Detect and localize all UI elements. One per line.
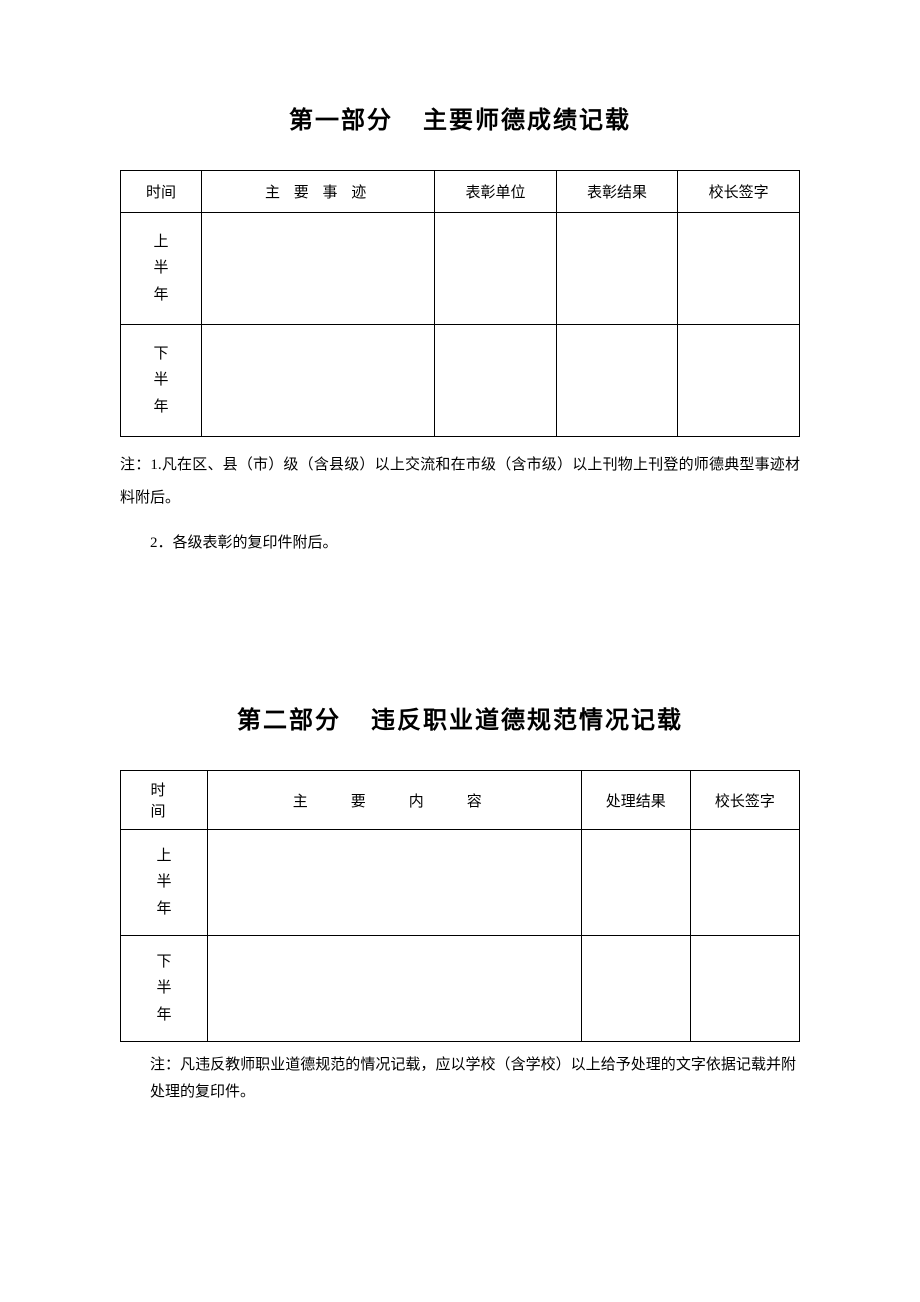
table2-header-content: 主 要 内 容 (207, 771, 581, 830)
table1-row1-time: 上半年 (121, 213, 202, 325)
table1-row2-sign (678, 325, 800, 437)
table1-header-time: 时间 (121, 171, 202, 213)
table2-header-row: 时 间 主 要 内 容 处理结果 校长签字 (121, 771, 800, 830)
section1-title-a: 第一部分 (289, 108, 393, 134)
section1-title: 第一部分 主要师德成绩记载 (120, 100, 800, 135)
section2-note: 注：凡违反教师职业道德规范的情况记载，应以学校（含学校）以上给予处理的文字依据记… (120, 1052, 800, 1106)
table2-row1-content (207, 830, 581, 936)
section1-note2: 2．各级表彰的复印件附后。 (120, 527, 800, 560)
table1-header-result: 表彰结果 (556, 171, 678, 213)
table1: 时间 主 要 事 迹 表彰单位 表彰结果 校长签字 上半年 下半年 (120, 170, 800, 437)
table1-row2-time-text: 下半年 (154, 346, 169, 415)
table2-row1-time: 上半年 (121, 830, 208, 936)
table2-row2-result (581, 936, 690, 1042)
table2-row2: 下半年 (121, 936, 800, 1042)
table2-header-sign: 校长签字 (690, 771, 799, 830)
table1-row2: 下半年 (121, 325, 800, 437)
section2-title: 第二部分 违反职业道德规范情况记载 (120, 700, 800, 735)
table1-row1-sign (678, 213, 800, 325)
table1-row1-result (556, 213, 678, 325)
table1-row2-org (435, 325, 557, 437)
table1-row2-result (556, 325, 678, 437)
section-gap (120, 560, 800, 700)
section2-title-b: 违反职业道德规范情况记载 (371, 708, 683, 734)
table2-row2-sign (690, 936, 799, 1042)
table2-row2-time-text: 下半年 (156, 954, 171, 1023)
table1-row1-time-text: 上半年 (154, 234, 169, 303)
section2-title-a: 第二部分 (237, 708, 341, 734)
table2: 时 间 主 要 内 容 处理结果 校长签字 上半年 下半年 (120, 770, 800, 1042)
table2-header-time: 时 间 (121, 771, 208, 830)
table2-row1: 上半年 (121, 830, 800, 936)
table1-header-org: 表彰单位 (435, 171, 557, 213)
table2-row1-sign (690, 830, 799, 936)
table1-row1-org (435, 213, 557, 325)
table2-row2-content (207, 936, 581, 1042)
table2-row1-result (581, 830, 690, 936)
table2-row2-time: 下半年 (121, 936, 208, 1042)
table1-row2-deed (202, 325, 435, 437)
table1-header-deed: 主 要 事 迹 (202, 171, 435, 213)
section1-note1: 注：1.凡在区、县（市）级（含县级）以上交流和在市级（含市级）以上刊物上刊登的师… (120, 449, 800, 515)
table2-row1-time-text: 上半年 (156, 848, 171, 917)
table1-header-row: 时间 主 要 事 迹 表彰单位 表彰结果 校长签字 (121, 171, 800, 213)
table1-row1-deed (202, 213, 435, 325)
section1-title-b: 主要师德成绩记载 (423, 108, 631, 134)
table2-header-result: 处理结果 (581, 771, 690, 830)
table1-header-sign: 校长签字 (678, 171, 800, 213)
table1-row1: 上半年 (121, 213, 800, 325)
table1-row2-time: 下半年 (121, 325, 202, 437)
